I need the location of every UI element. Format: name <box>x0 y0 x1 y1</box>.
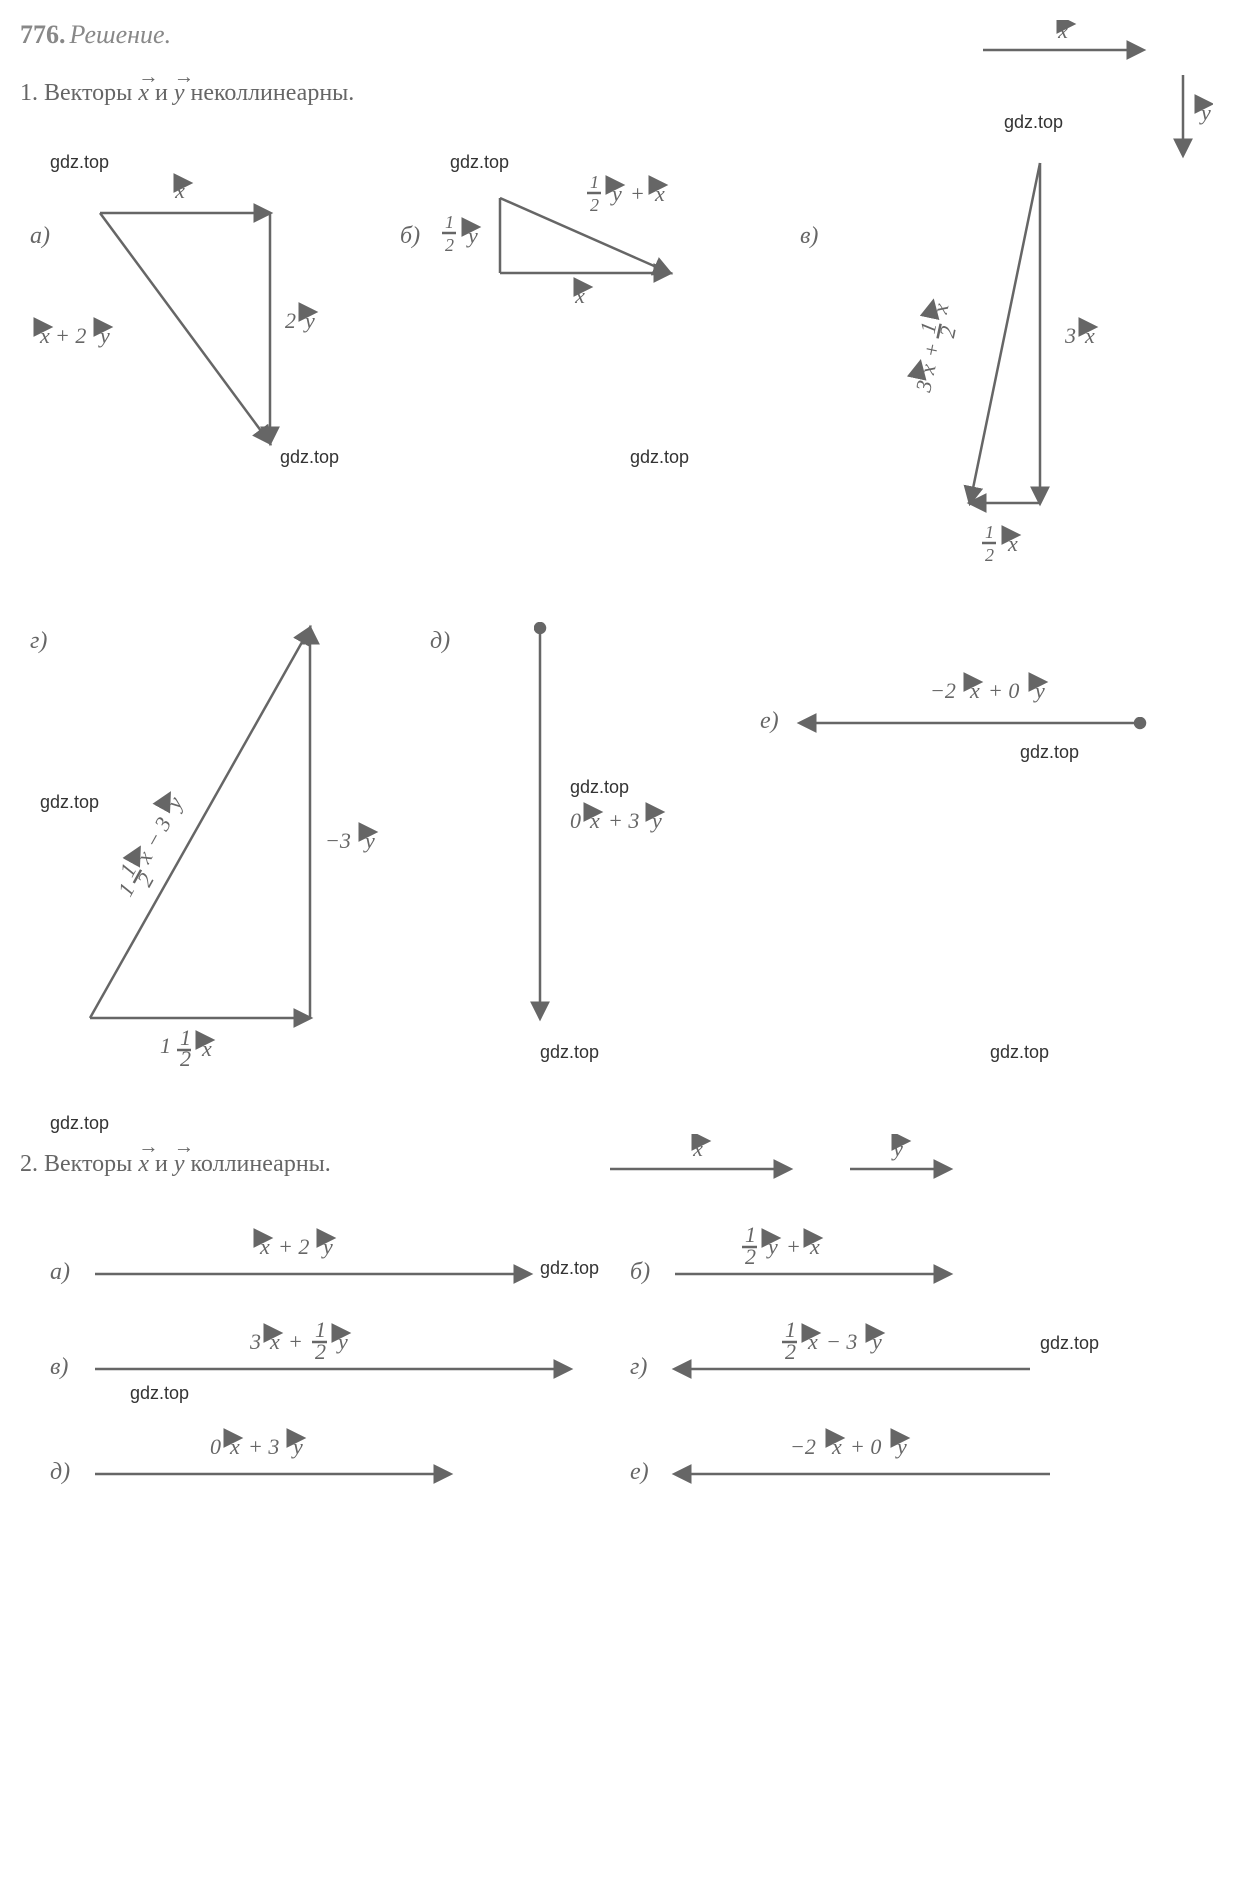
svg-text:2: 2 <box>285 308 296 333</box>
svg-text:г): г) <box>30 628 47 654</box>
panel-b: gdz.top б) 1 2 y x 1 2 y + x gdz.top <box>390 143 790 578</box>
watermark-1: gdz.top <box>1004 112 1063 132</box>
svg-text:gdz.top: gdz.top <box>570 777 629 797</box>
svg-text:+: + <box>630 181 645 206</box>
svg-text:0: 0 <box>210 1434 221 1459</box>
section2-text-before: Векторы <box>44 1151 132 1177</box>
svg-text:0: 0 <box>570 808 581 833</box>
section1-text-before: Векторы <box>44 80 132 106</box>
svg-text:gdz.top: gdz.top <box>1040 1333 1099 1353</box>
svg-text:1: 1 <box>160 1033 171 1058</box>
svg-text:+: + <box>786 1234 801 1259</box>
collinear-row-vg: в) 3 x + 1 2 y gdz.top г) 1 2 x − 3 y gd… <box>20 1319 1213 1409</box>
svg-text:е): е) <box>630 1459 649 1485</box>
svg-text:−3: −3 <box>325 828 351 853</box>
coll-panel-v: в) 3 x + 1 2 y gdz.top <box>20 1319 600 1409</box>
svg-text:1: 1 <box>445 212 454 232</box>
svg-text:+ 2: + 2 <box>278 1234 309 1259</box>
svg-text:+ 0: + 0 <box>850 1434 881 1459</box>
svg-text:gdz.top: gdz.top <box>280 447 339 467</box>
svg-text:2: 2 <box>132 869 159 891</box>
solution-word: Решение. <box>70 20 172 49</box>
svg-text:3: 3 <box>249 1329 261 1354</box>
svg-text:−2: −2 <box>790 1434 816 1459</box>
svg-text:д): д) <box>50 1459 70 1485</box>
svg-text:3: 3 <box>1064 323 1076 348</box>
svg-text:gdz.top: gdz.top <box>450 152 509 172</box>
svg-text:б): б) <box>630 1259 650 1285</box>
section2-vec-x: x <box>138 1151 149 1178</box>
section2-number: 2. <box>20 1151 38 1177</box>
svg-text:gdz.top: gdz.top <box>50 152 109 172</box>
svg-text:в): в) <box>50 1354 68 1380</box>
section1-number: 1. <box>20 80 38 106</box>
svg-text:+ 3: + 3 <box>248 1434 279 1459</box>
top-right-basis-vectors: x y <box>953 20 1213 160</box>
svg-text:д): д) <box>430 628 450 654</box>
panel-v: в) 3 x 1 2 x 3 x + 1 2 x <box>790 143 1150 578</box>
svg-text:2: 2 <box>180 1046 191 1068</box>
panel-e: е) −2 x + 0 y gdz.top gdz.top <box>740 598 1160 1073</box>
coll-panel-e: е) −2 x + 0 y <box>600 1424 1160 1494</box>
svg-text:+: + <box>918 340 946 360</box>
section1-vec-y: y <box>174 80 185 107</box>
collinear-row-de: д) 0 x + 3 y е) −2 x + 0 y <box>20 1424 1213 1494</box>
svg-text:1: 1 <box>985 522 994 542</box>
svg-text:3: 3 <box>910 378 937 395</box>
svg-text:gdz.top: gdz.top <box>540 1042 599 1062</box>
svg-text:2: 2 <box>315 1339 326 1364</box>
svg-text:gdz.top: gdz.top <box>540 1258 599 1278</box>
svg-text:а): а) <box>30 223 50 249</box>
svg-text:2: 2 <box>785 1339 796 1364</box>
svg-text:е): е) <box>760 708 779 734</box>
svg-text:gdz.top: gdz.top <box>990 1042 1049 1062</box>
svg-text:+: + <box>288 1329 303 1354</box>
svg-text:1: 1 <box>590 172 599 192</box>
svg-text:+ 0: + 0 <box>988 678 1019 703</box>
collinear-basis-vectors: x y <box>580 1134 1080 1194</box>
coll-panel-b: б) 1 2 y + x <box>600 1224 1160 1304</box>
collinear-row-ab: а) x + 2 y gdz.top б) 1 2 y + x <box>20 1224 1213 1304</box>
svg-text:2: 2 <box>445 235 454 255</box>
svg-text:−2: −2 <box>930 678 956 703</box>
section2-vec-y: y <box>174 1151 185 1178</box>
section2-heading: 2. Векторы x и y коллинеарны. <box>20 1151 580 1178</box>
svg-text:2: 2 <box>745 1244 756 1269</box>
svg-text:gdz.top: gdz.top <box>40 792 99 812</box>
coll-panel-a: а) x + 2 y gdz.top <box>20 1224 600 1304</box>
svg-text:gdz.top: gdz.top <box>630 447 689 467</box>
section2-row: 2. Векторы x и y коллинеарны. x y <box>20 1134 1213 1194</box>
coll-panel-d: д) 0 x + 3 y <box>20 1424 600 1494</box>
panel-g: г) 1 1 2 x −3 y 1 1 2 x − 3 y <box>20 598 420 1073</box>
watermark-sec2: gdz.top <box>50 1113 109 1133</box>
section2-text-after: коллинеарны. <box>190 1151 330 1177</box>
svg-text:− 3: − 3 <box>826 1329 857 1354</box>
svg-text:gdz.top: gdz.top <box>1020 742 1079 762</box>
svg-text:+ 2: + 2 <box>55 323 86 348</box>
svg-text:gdz.top: gdz.top <box>130 1383 189 1403</box>
panel-d: д) 0 x + 3 y gdz.top gdz.top <box>420 598 740 1073</box>
section1-vec-x: x <box>138 80 149 107</box>
svg-text:б): б) <box>400 223 420 249</box>
svg-text:2: 2 <box>985 545 994 565</box>
svg-text:в): в) <box>800 223 818 249</box>
row-abv: gdz.top а) x 2 y x + 2 y gdz.top gdz.top… <box>20 143 1213 578</box>
svg-text:2: 2 <box>590 195 599 215</box>
svg-text:+ 3: + 3 <box>608 808 639 833</box>
problem-number: 776. <box>20 20 66 49</box>
svg-text:а): а) <box>50 1259 70 1285</box>
row-gde: г) 1 1 2 x −3 y 1 1 2 x − 3 y <box>20 598 1213 1073</box>
panel-a: gdz.top а) x 2 y x + 2 y gdz.top <box>20 143 390 578</box>
svg-text:− 3: − 3 <box>139 813 176 853</box>
section1-text-after: неколлинеарны. <box>190 80 354 106</box>
svg-text:г): г) <box>630 1354 647 1380</box>
coll-panel-g: г) 1 2 x − 3 y gdz.top <box>600 1319 1160 1409</box>
